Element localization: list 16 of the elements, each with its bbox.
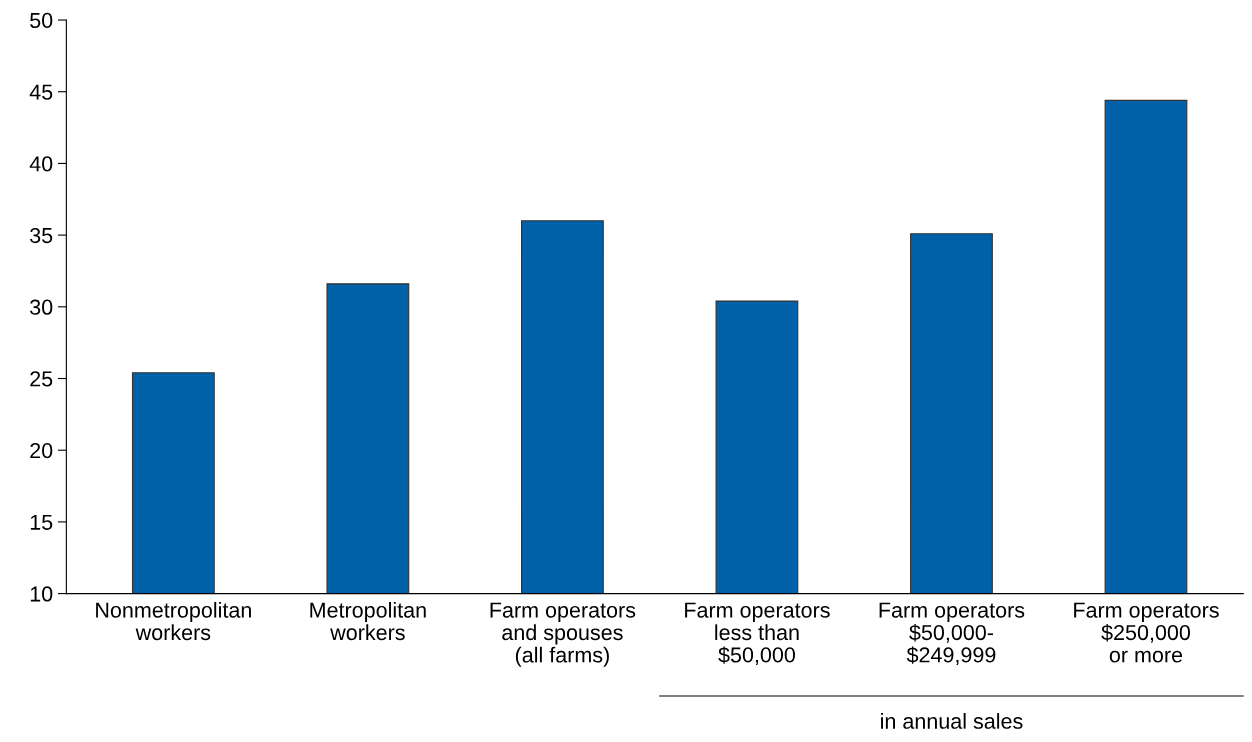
y-tick-label: 20 (30, 442, 53, 459)
x-tick-label: Nonmetropolitan workers (96, 601, 251, 641)
y-tick-label: 35 (30, 227, 53, 244)
y-tick-label: 40 (29, 156, 53, 172)
y-tick-label: 50 (30, 12, 53, 29)
y-tick-label: 15 (30, 514, 53, 530)
x-tick-label: Farm operators and spouses (all farms) (490, 602, 636, 667)
x-tick-label: Farm operators $250,000 or more (1074, 602, 1219, 663)
y-tick-label: 30 (30, 299, 53, 315)
x-tick-label: Farm operators less than $50,000 (685, 602, 830, 666)
x-tick-label: Metropolitan workers (310, 601, 426, 641)
x-tick-label: Farm operators $50,000- $249,999 (879, 602, 1025, 666)
text: in annual sales (881, 713, 1023, 729)
y-tick-label: 25 (30, 371, 53, 387)
y-tick-label: 10 (30, 586, 53, 602)
y-tick-label: 45 (29, 84, 53, 100)
